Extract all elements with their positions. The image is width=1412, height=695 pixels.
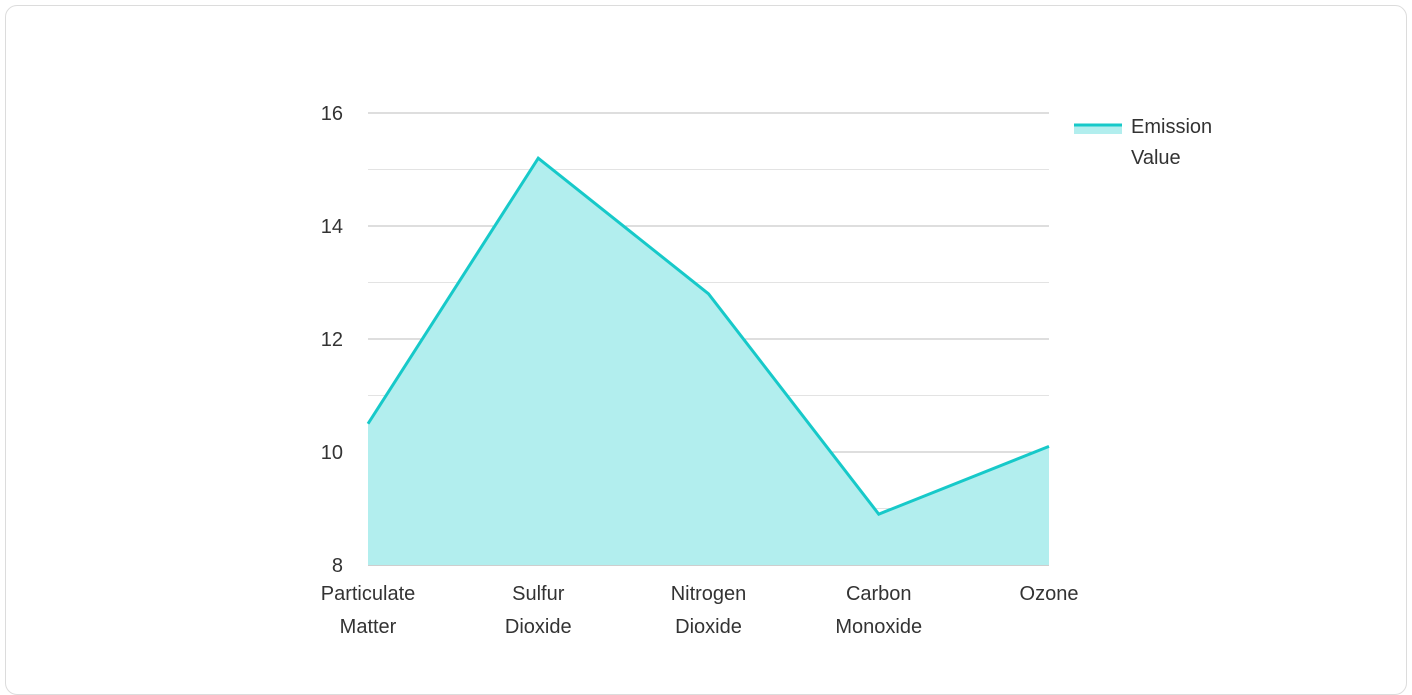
x-category-label: Ozone (1020, 583, 1079, 605)
x-category-label: Nitrogen Dioxide (671, 583, 747, 638)
y-tick-label: 16 (321, 103, 343, 125)
x-category-label: Sulfur Dioxide (505, 583, 572, 638)
x-category-label: Carbon Monoxide (835, 583, 922, 638)
y-tick-label: 12 (321, 329, 343, 351)
x-category-label-line: Ozone (1020, 583, 1079, 605)
x-category-label-line: Sulfur (512, 583, 565, 605)
series-area-fill (368, 158, 1049, 565)
legend[interactable]: Emission Value (1074, 116, 1212, 169)
series-area (366, 155, 1050, 565)
x-category-label-line: Monoxide (835, 616, 922, 638)
x-category-label: Particulate Matter (321, 583, 416, 638)
x-axis-labels: Particulate Matter Sulfur Dioxide Nitrogen Di… (321, 583, 1079, 638)
legend-label[interactable]: Emission Value (1131, 116, 1212, 169)
x-category-label-line: Dioxide (675, 616, 742, 638)
legend-label-line: Value (1131, 147, 1181, 169)
y-tick-label: 8 (332, 555, 343, 577)
legend-label-line: Emission (1131, 116, 1212, 138)
x-category-label-line: Matter (340, 616, 397, 638)
x-category-label-line: Carbon (846, 583, 912, 605)
x-category-label-line: Nitrogen (671, 583, 747, 605)
legend-swatch-fill (1074, 125, 1122, 134)
y-tick-label: 10 (321, 442, 343, 464)
series-line (366, 155, 1050, 516)
x-category-label-line: Particulate (321, 583, 416, 605)
y-axis-ticks: 8 10 12 14 16 (321, 103, 343, 577)
area-chart: 8 10 12 14 16 Particulate Matter Sulfur Dioxide… (321, 103, 1212, 638)
x-category-label-line: Dioxide (505, 616, 572, 638)
y-tick-label: 14 (321, 216, 343, 238)
